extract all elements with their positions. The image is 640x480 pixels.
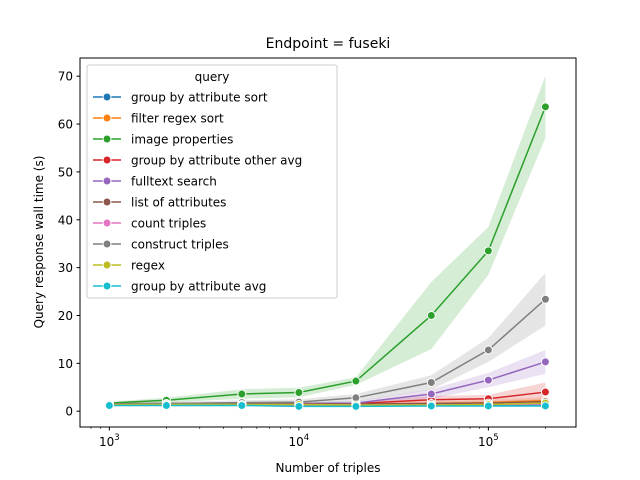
x-axis-ticks: 103 104 105 bbox=[90, 427, 546, 449]
legend-marker bbox=[102, 134, 112, 144]
y-tick-label: 60 bbox=[58, 118, 73, 132]
x-axis-label: Number of triples bbox=[276, 461, 381, 475]
y-tick-label: 50 bbox=[58, 165, 73, 179]
series-line bbox=[109, 298, 546, 405]
data-point bbox=[483, 401, 493, 411]
legend-marker bbox=[102, 113, 112, 123]
y-tick-label: 10 bbox=[58, 357, 73, 371]
series-line bbox=[109, 404, 546, 408]
data-point bbox=[237, 400, 247, 410]
data-point bbox=[104, 400, 114, 410]
series-markers bbox=[104, 102, 550, 411]
data-point bbox=[161, 400, 171, 410]
legend-label: count triples bbox=[131, 217, 206, 231]
data-point bbox=[540, 387, 550, 397]
data-point bbox=[351, 401, 361, 411]
legend-marker bbox=[102, 155, 112, 165]
y-axis-label: Query response wall time (s) bbox=[32, 156, 46, 329]
series-line bbox=[109, 402, 546, 406]
legend: query group by attribute sort filter rege… bbox=[86, 64, 338, 299]
x-tick-label: 104 bbox=[289, 433, 310, 449]
data-point bbox=[294, 401, 304, 411]
data-point bbox=[351, 376, 361, 386]
x-tick-label: 105 bbox=[478, 433, 499, 449]
legend-label: construct triples bbox=[131, 238, 229, 252]
legend-frame bbox=[86, 64, 338, 299]
legend-label: group by attribute sort bbox=[131, 91, 268, 105]
data-point bbox=[426, 377, 436, 387]
legend-label: list of attributes bbox=[131, 196, 226, 210]
legend-marker bbox=[102, 176, 112, 186]
data-point bbox=[426, 389, 436, 399]
plot-area bbox=[79, 57, 577, 428]
data-point bbox=[540, 357, 550, 367]
data-point bbox=[294, 388, 304, 398]
data-point bbox=[483, 375, 493, 385]
confidence-band bbox=[109, 272, 546, 406]
y-axis-ticks: 0 10 20 30 40 50 60 70 bbox=[58, 70, 80, 419]
data-point bbox=[540, 294, 550, 304]
legend-label: filter regex sort bbox=[131, 112, 224, 126]
legend-label: group by attribute other avg bbox=[131, 154, 302, 168]
legend-marker bbox=[102, 260, 112, 270]
data-point bbox=[483, 345, 493, 355]
legend-label: regex bbox=[131, 259, 165, 273]
legend-marker bbox=[102, 92, 112, 102]
data-point bbox=[483, 246, 493, 256]
legend-marker bbox=[102, 239, 112, 249]
data-point bbox=[426, 310, 436, 320]
chart-title: Endpoint = fuseki bbox=[266, 36, 391, 52]
y-tick-label: 70 bbox=[58, 70, 73, 84]
legend-title: query bbox=[195, 70, 230, 84]
legend-items: group by attribute sort filter regex sort… bbox=[93, 91, 302, 294]
y-tick-label: 20 bbox=[58, 309, 73, 323]
data-point bbox=[237, 389, 247, 399]
series-line bbox=[109, 106, 547, 404]
y-tick-label: 0 bbox=[65, 405, 73, 419]
legend-label: group by attribute avg bbox=[131, 280, 266, 294]
data-point bbox=[540, 102, 550, 112]
data-point bbox=[540, 401, 550, 411]
y-tick-label: 30 bbox=[58, 261, 73, 275]
confidence-band bbox=[109, 349, 546, 406]
legend-marker bbox=[102, 218, 112, 228]
legend-label: fulltext search bbox=[131, 175, 217, 189]
legend-marker bbox=[102, 197, 112, 207]
y-tick-label: 40 bbox=[58, 213, 73, 227]
legend-label: image properties bbox=[131, 133, 233, 147]
series-lines bbox=[109, 106, 547, 408]
data-point bbox=[426, 401, 436, 411]
x-tick-label: 103 bbox=[99, 433, 120, 449]
confidence-band bbox=[109, 75, 546, 405]
legend-marker bbox=[102, 281, 112, 291]
